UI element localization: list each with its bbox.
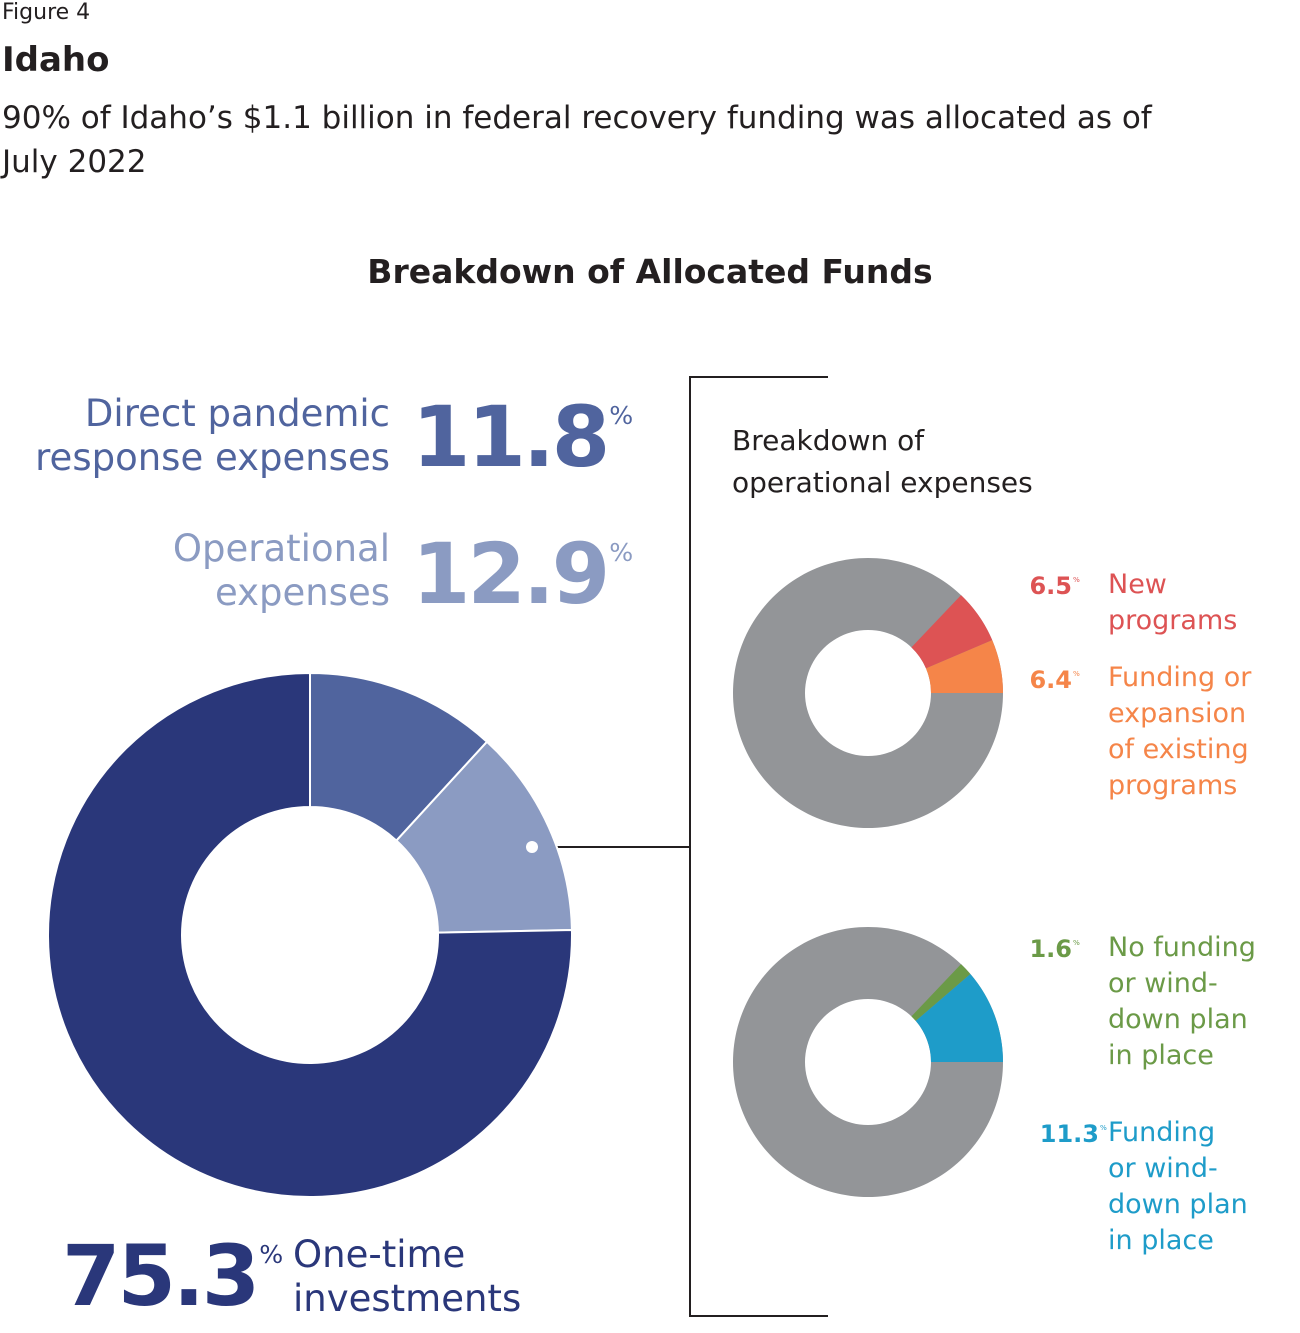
category-label: Direct pandemic response expenses bbox=[35, 392, 390, 479]
sub-title: Breakdown of operational expenses bbox=[732, 424, 1033, 499]
value-label: 11.3 bbox=[1040, 1120, 1099, 1148]
unit-label: % bbox=[259, 1240, 283, 1269]
page-title: Idaho bbox=[2, 40, 110, 80]
value-label: 11.8 bbox=[412, 388, 607, 486]
chart-title: Breakdown of Allocated Funds bbox=[367, 252, 933, 291]
donut-segment bbox=[925, 640, 1003, 693]
subtitle: 90% of Idaho’s $1.1 billion in federal r… bbox=[2, 100, 1152, 180]
figure-label: Figure 4 bbox=[2, 0, 91, 25]
category-label: Funding or expansion of existing program… bbox=[1108, 662, 1252, 801]
category-label: Funding or wind- down plan in place bbox=[1108, 1117, 1248, 1256]
category-label: New programs bbox=[1108, 569, 1238, 636]
unit-label: % bbox=[1073, 669, 1080, 678]
unit-label: % bbox=[1073, 575, 1080, 584]
unit-label: % bbox=[609, 401, 633, 430]
category-label: Operational expenses bbox=[172, 527, 390, 614]
donut-segment bbox=[47, 671, 573, 1198]
unit-label: % bbox=[1073, 938, 1080, 947]
category-label: One-time investments bbox=[293, 1233, 522, 1320]
unit-label: % bbox=[609, 538, 633, 567]
value-label: 6.4 bbox=[1029, 666, 1072, 694]
donut-segment bbox=[915, 974, 1003, 1062]
value-label: 12.9 bbox=[412, 525, 607, 623]
value-label: 75.3 bbox=[62, 1227, 257, 1325]
donut-segment bbox=[911, 964, 971, 1021]
unit-label: % bbox=[1100, 1123, 1107, 1132]
connector-dot bbox=[526, 841, 538, 853]
category-label: No funding or wind- down plan in place bbox=[1108, 932, 1256, 1071]
donut-segment bbox=[911, 595, 993, 669]
value-label: 1.6 bbox=[1029, 935, 1072, 963]
value-label: 6.5 bbox=[1029, 572, 1072, 600]
